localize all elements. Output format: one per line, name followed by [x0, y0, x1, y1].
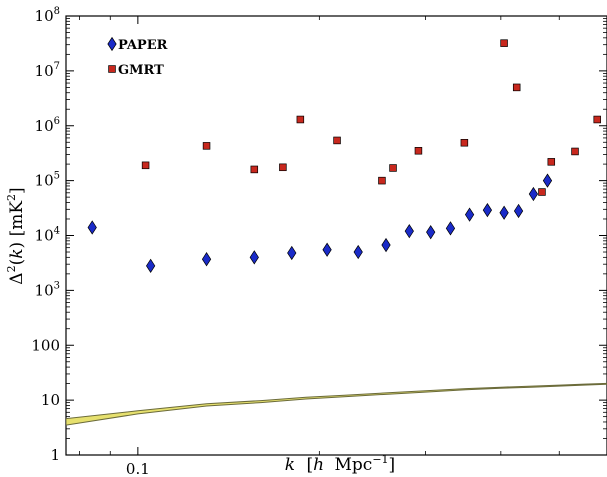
y-tick-label: 106: [35, 116, 60, 135]
data-points: [87, 39, 601, 273]
series-paper: [87, 173, 553, 273]
paper-point: [249, 250, 259, 265]
paper-point: [87, 220, 97, 235]
paper-point: [404, 224, 414, 239]
legend-marker-gmrt: [108, 65, 116, 73]
gmrt-point: [547, 158, 556, 166]
y-tick-label: 105: [35, 171, 60, 190]
paper-point: [381, 237, 391, 253]
paper-point: [482, 202, 493, 218]
gmrt-point: [333, 136, 341, 145]
gmrt-point: [593, 115, 601, 124]
y-tick-label: 107: [35, 61, 60, 80]
gmrt-point: [512, 83, 521, 92]
legend-marker-paper: [107, 36, 117, 52]
paper-point: [445, 221, 456, 236]
series-gmrt: [141, 39, 601, 196]
paper-point: [146, 258, 156, 273]
paper-point: [499, 205, 509, 220]
y-tick-label: 108: [35, 6, 60, 25]
paper-point: [322, 242, 332, 257]
gmrt-point: [571, 147, 579, 156]
gmrt-point: [538, 188, 546, 196]
gmrt-point: [378, 176, 386, 185]
plot-area: [65, 15, 607, 456]
gmrt-point: [389, 164, 397, 172]
paper-point: [201, 252, 212, 267]
theory-band-area: [66, 382, 607, 426]
y-tick-label: 1: [50, 446, 60, 464]
gmrt-point: [141, 161, 150, 170]
paper-point: [464, 207, 475, 222]
gmrt-point: [279, 163, 287, 172]
x-tick-label: 0.1: [126, 460, 150, 477]
theory-band: [66, 382, 607, 426]
y-tick-label: 103: [35, 280, 60, 299]
legend-label-gmrt: GMRT: [118, 63, 164, 78]
paper-point: [542, 173, 553, 188]
paper-point: [528, 186, 539, 202]
gmrt-point: [296, 115, 305, 124]
paper-point: [353, 244, 363, 260]
paper-point: [513, 203, 524, 219]
gmrt-point: [460, 139, 469, 147]
y-tick-label: 10: [41, 391, 60, 409]
y-tick-label: 104: [35, 226, 60, 245]
legend: PAPER GMRT: [107, 36, 168, 78]
gmrt-point: [414, 147, 423, 155]
legend-label-paper: PAPER: [118, 38, 168, 53]
gmrt-point: [202, 142, 211, 150]
y-tick-label: 100: [31, 336, 60, 354]
axis-ticks: 1 10 100 103 104 105 106 107 108 0.1: [31, 6, 607, 477]
paper-point: [287, 245, 297, 261]
paper-point: [426, 225, 436, 240]
y-axis-label: Δ2(k) [mK2]: [5, 187, 27, 284]
gmrt-point: [500, 39, 508, 47]
gmrt-point: [250, 165, 259, 174]
x-axis-label: k [h Mpc−1]: [285, 453, 395, 475]
